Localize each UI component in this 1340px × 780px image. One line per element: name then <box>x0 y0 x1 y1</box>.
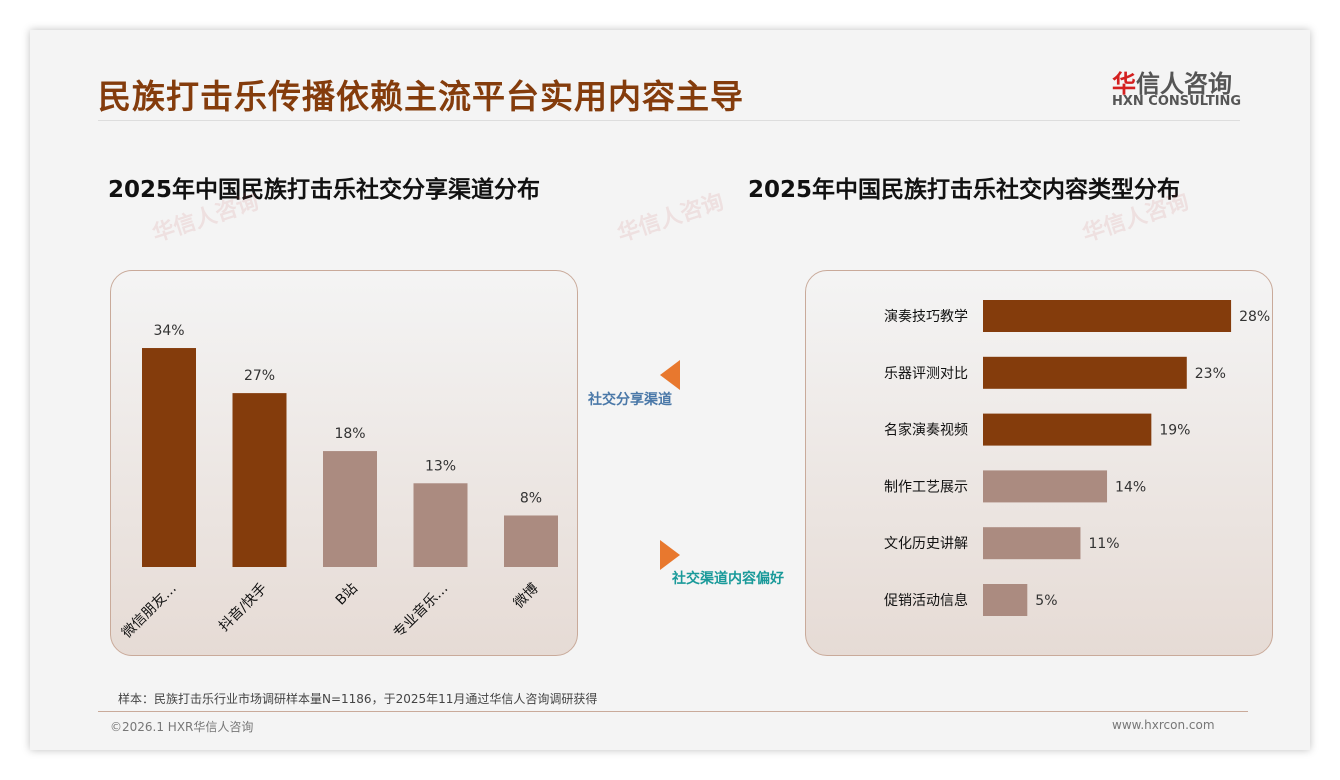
data-label: 28% <box>1239 309 1270 325</box>
website-link[interactable]: www.hxrcon.com <box>1112 718 1215 732</box>
bar <box>323 451 377 567</box>
logo: 华信人咨询 <box>1112 70 1232 98</box>
data-label: 34% <box>153 323 184 339</box>
right-chart-title: 2025年中国民族打击乐社交内容类型分布 <box>748 177 1181 203</box>
sample-note: 样本：民族打击乐行业市场调研样本量N=1186，于2025年11月通过华信人咨询… <box>118 692 598 706</box>
y-tick-label: 制作工艺展示 <box>884 479 968 495</box>
slide: 民族打击乐传播依赖主流平台实用内容主导 华信人咨询 HXN CONSULTING… <box>30 30 1310 750</box>
bar <box>983 470 1108 503</box>
x-tick-label: 微博 <box>510 580 542 612</box>
data-label: 8% <box>520 490 542 506</box>
data-label: 27% <box>244 368 275 384</box>
y-tick-label: 促销活动信息 <box>884 592 968 609</box>
arrow-right-icon <box>660 540 680 570</box>
logo-en: HXN CONSULTING <box>1112 94 1242 109</box>
bar <box>142 348 196 567</box>
bar <box>232 393 287 567</box>
left-chart-title: 2025年中国民族打击乐社交分享渠道分布 <box>108 177 541 203</box>
data-label: 18% <box>334 426 365 442</box>
x-tick-label: 抖音/快手 <box>215 580 270 635</box>
x-tick-label: 微信朋友… <box>119 581 180 642</box>
y-tick-label: 名家演奏视频 <box>884 422 968 439</box>
divider <box>98 120 1240 121</box>
x-tick-label: 专业音乐… <box>390 580 452 642</box>
right-chart-card <box>805 270 1273 656</box>
footer-divider <box>98 711 1248 712</box>
middle-label-left: 社交分享渠道 <box>587 391 672 408</box>
bar <box>983 584 1028 616</box>
data-label: 11% <box>1088 536 1119 552</box>
data-label: 13% <box>425 458 456 474</box>
y-tick-label: 文化历史讲解 <box>884 536 968 552</box>
charts: 社交分享渠道 社交渠道内容偏好 34% 微信朋友… 27% 抖音/快手 18% B站 13%… <box>119 300 1270 642</box>
bar <box>983 527 1081 560</box>
y-tick-label: 演奏技巧教学 <box>884 309 968 325</box>
page-title: 民族打击乐传播依赖主流平台实用内容主导 <box>98 77 744 116</box>
data-label: 19% <box>1159 423 1190 439</box>
copyright: ©2026.1 HXR华信人咨询 <box>110 720 254 734</box>
arrow-left-icon <box>660 360 680 390</box>
y-tick-label: 乐器评测对比 <box>884 366 968 382</box>
bar <box>983 356 1187 389</box>
data-label: 5% <box>1035 593 1057 609</box>
data-label: 14% <box>1115 479 1146 495</box>
bar <box>983 413 1152 446</box>
x-tick-label: B站 <box>333 581 361 609</box>
bar <box>983 300 1232 332</box>
bar <box>413 483 468 567</box>
bar <box>504 515 558 567</box>
middle-label-right: 社交渠道内容偏好 <box>671 570 784 587</box>
data-label: 23% <box>1195 366 1226 382</box>
